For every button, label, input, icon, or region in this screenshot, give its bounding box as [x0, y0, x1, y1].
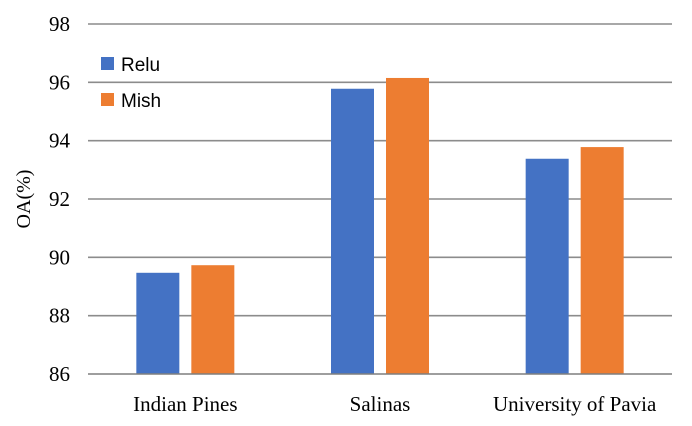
y-tick-label: 90 [49, 245, 70, 269]
y-tick-label: 88 [49, 304, 70, 328]
y-tick-label: 94 [49, 129, 71, 153]
legend: Relu Mish [101, 55, 161, 112]
bars [136, 77, 624, 374]
bar-mish-university-of-pavia [580, 147, 624, 374]
legend-swatch-relu [101, 57, 114, 70]
bar-mish-salinas [386, 77, 429, 374]
legend-label-mish: Mish [121, 91, 161, 112]
legend-label-relu: Relu [121, 55, 160, 76]
x-category-label: Salinas [350, 392, 411, 416]
y-axis-label: OA(%) [13, 170, 35, 229]
x-axis-category-labels: Indian Pines Salinas University of Pavia [133, 392, 657, 416]
bar-relu-indian-pines [136, 272, 180, 374]
y-tick-label: 96 [49, 70, 70, 94]
y-tick-label: 98 [49, 12, 70, 36]
gridlines [88, 23, 672, 317]
y-axis-tick-labels: 86 88 90 92 94 96 98 [49, 12, 71, 386]
bar-relu-salinas [331, 88, 374, 374]
bar-mish-indian-pines [191, 265, 235, 374]
x-category-label: Indian Pines [133, 392, 237, 416]
y-tick-label: 86 [49, 362, 70, 386]
x-category-label: University of Pavia [493, 392, 657, 416]
legend-swatch-mish [101, 93, 114, 106]
y-tick-label: 92 [49, 187, 70, 211]
bar-relu-university-of-pavia [525, 158, 569, 374]
